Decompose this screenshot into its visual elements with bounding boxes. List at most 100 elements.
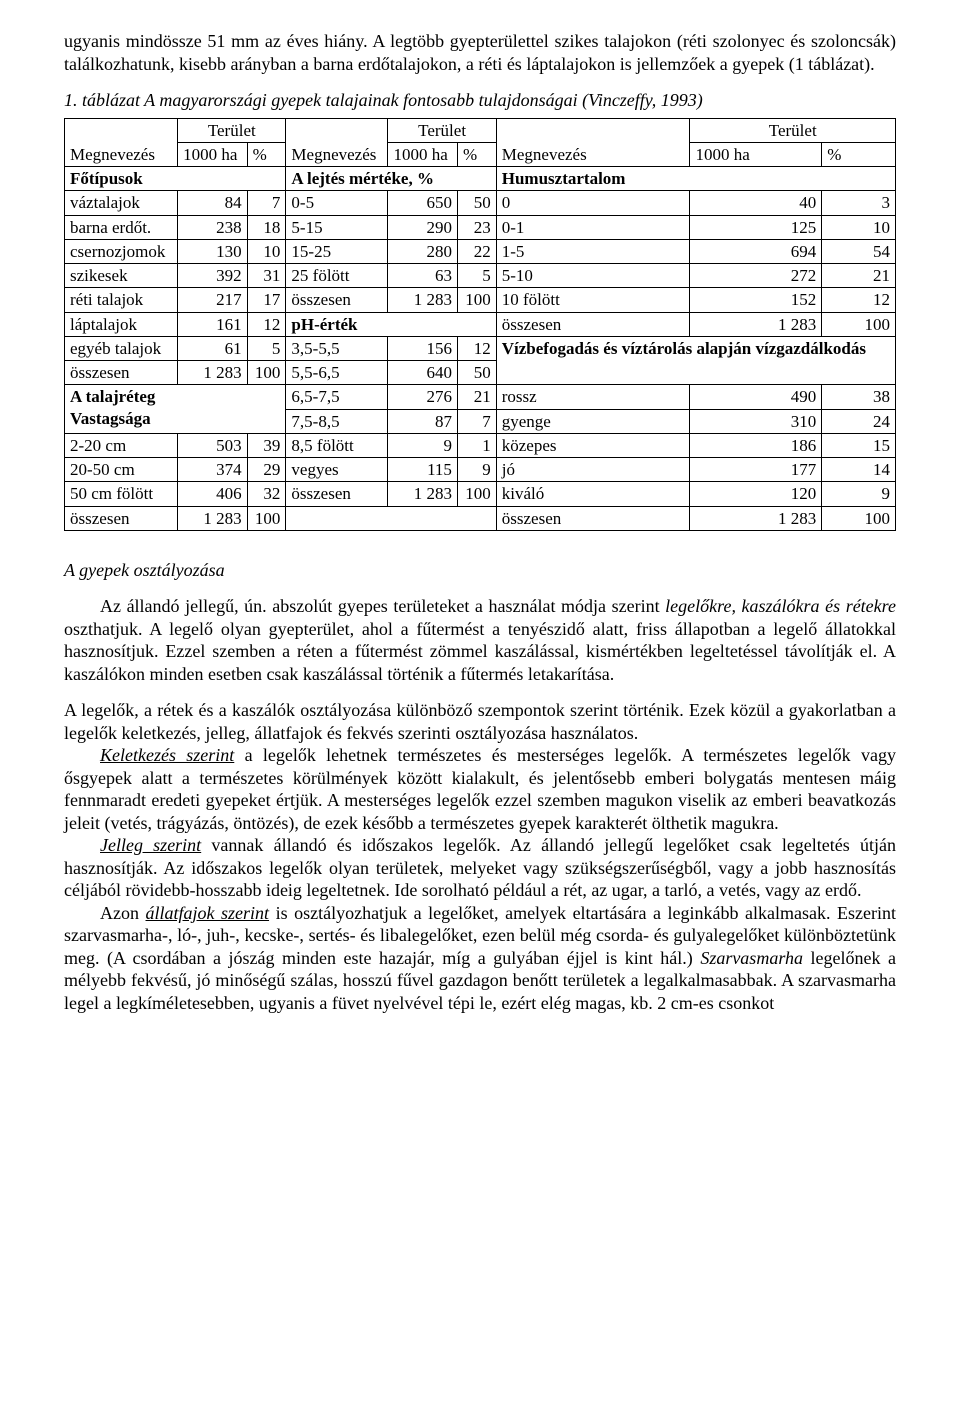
cell: 1 283 — [388, 288, 457, 312]
cell: 1 283 — [690, 312, 822, 336]
cell: 310 — [690, 409, 822, 433]
cell: 63 — [388, 264, 457, 288]
cell: 125 — [690, 215, 822, 239]
cell: 87 — [388, 409, 457, 433]
cell: összesen — [65, 361, 178, 385]
cell: 1 283 — [388, 482, 457, 506]
col-header: Megnevezés — [496, 118, 690, 167]
cell: összesen — [496, 312, 690, 336]
cell: 9 — [457, 458, 496, 482]
cell: 5-10 — [496, 264, 690, 288]
cell: összesen — [496, 506, 690, 530]
section-heading: A gyepek osztályozása — [64, 559, 896, 582]
cell: 50 — [457, 191, 496, 215]
cell: 22 — [457, 239, 496, 263]
cell: 54 — [822, 239, 896, 263]
text: oszthatjuk. A legelő olyan gyepterület, … — [64, 619, 896, 684]
cell: 17 — [247, 288, 286, 312]
body-paragraph: A legelők, a rétek és a kaszálók osztály… — [64, 699, 896, 744]
cell: összesen — [65, 506, 178, 530]
underline-run: állatfajok szerint — [146, 903, 270, 923]
section-header: A lejtés mértéke, % — [286, 167, 496, 191]
cell: 7,5-8,5 — [286, 409, 388, 433]
cell: 650 — [388, 191, 457, 215]
cell: 7 — [247, 191, 286, 215]
cell: 152 — [690, 288, 822, 312]
body-paragraph: Azon állatfajok szerint is osztályozhatj… — [64, 902, 896, 1015]
cell: 10 — [247, 239, 286, 263]
cell: 694 — [690, 239, 822, 263]
cell: láptalajok — [65, 312, 178, 336]
underline-run: Jelleg szerint — [100, 835, 201, 855]
cell: 7 — [457, 409, 496, 433]
cell: 21 — [822, 264, 896, 288]
cell: 120 — [690, 482, 822, 506]
cell: 9 — [388, 433, 457, 457]
cell: egyéb talajok — [65, 336, 178, 360]
section-header: Humusztartalom — [496, 167, 895, 191]
cell: 115 — [388, 458, 457, 482]
cell: 640 — [388, 361, 457, 385]
underline-run: Keletkezés szerint — [100, 745, 234, 765]
cell: 21 — [457, 385, 496, 409]
cell: 5 — [457, 264, 496, 288]
cell: 1 283 — [178, 506, 247, 530]
cell: kiváló — [496, 482, 690, 506]
cell: jó — [496, 458, 690, 482]
empty-cell — [286, 506, 496, 530]
body-paragraph: Jelleg szerint vannak állandó és időszak… — [64, 834, 896, 902]
cell: 3,5-5,5 — [286, 336, 388, 360]
cell: 0-1 — [496, 215, 690, 239]
cell: összesen — [286, 482, 388, 506]
cell: 503 — [178, 433, 247, 457]
cell: 1 — [457, 433, 496, 457]
cell: 100 — [822, 312, 896, 336]
intro-paragraph: ugyanis mindössze 51 mm az éves hiány. A… — [64, 30, 896, 75]
cell: 12 — [457, 336, 496, 360]
cell: közepes — [496, 433, 690, 457]
italic-run: legelőkre, kaszálókra és rétekre — [665, 596, 896, 616]
cell: 8,5 fölött — [286, 433, 388, 457]
cell: 217 — [178, 288, 247, 312]
cell: szikesek — [65, 264, 178, 288]
cell: 100 — [247, 506, 286, 530]
cell: 276 — [388, 385, 457, 409]
text: Azon — [100, 903, 146, 923]
cell: 1 283 — [690, 506, 822, 530]
cell: 10 — [822, 215, 896, 239]
cell: 5 — [247, 336, 286, 360]
section-header: Vízbefogadás és víztárolás alapján vízga… — [496, 336, 895, 385]
cell: 0-5 — [286, 191, 388, 215]
cell: 31 — [247, 264, 286, 288]
cell: csernozjomok — [65, 239, 178, 263]
section-header: pH-érték — [286, 312, 496, 336]
cell: 32 — [247, 482, 286, 506]
cell: 374 — [178, 458, 247, 482]
cell: 1 283 — [178, 361, 247, 385]
col-sub-header: % — [822, 142, 896, 166]
col-header: Megnevezés — [65, 118, 178, 167]
col-group-header: Terület — [388, 118, 496, 142]
cell: 9 — [822, 482, 896, 506]
cell: 50 cm fölött — [65, 482, 178, 506]
cell: váztalajok — [65, 191, 178, 215]
body-paragraph: Az állandó jellegű, ún. abszolút gyepes … — [64, 595, 896, 685]
cell: 392 — [178, 264, 247, 288]
cell: rossz — [496, 385, 690, 409]
cell: 186 — [690, 433, 822, 457]
cell: 280 — [388, 239, 457, 263]
cell: 84 — [178, 191, 247, 215]
cell: 238 — [178, 215, 247, 239]
cell: 490 — [690, 385, 822, 409]
cell: 5,5-6,5 — [286, 361, 388, 385]
col-sub-header: % — [457, 142, 496, 166]
cell: 61 — [178, 336, 247, 360]
cell: 272 — [690, 264, 822, 288]
cell: 14 — [822, 458, 896, 482]
cell: réti talajok — [65, 288, 178, 312]
col-sub-header: 1000 ha — [178, 142, 247, 166]
col-group-header: Terület — [690, 118, 896, 142]
cell: 18 — [247, 215, 286, 239]
cell: 156 — [388, 336, 457, 360]
col-group-header: Terület — [178, 118, 286, 142]
